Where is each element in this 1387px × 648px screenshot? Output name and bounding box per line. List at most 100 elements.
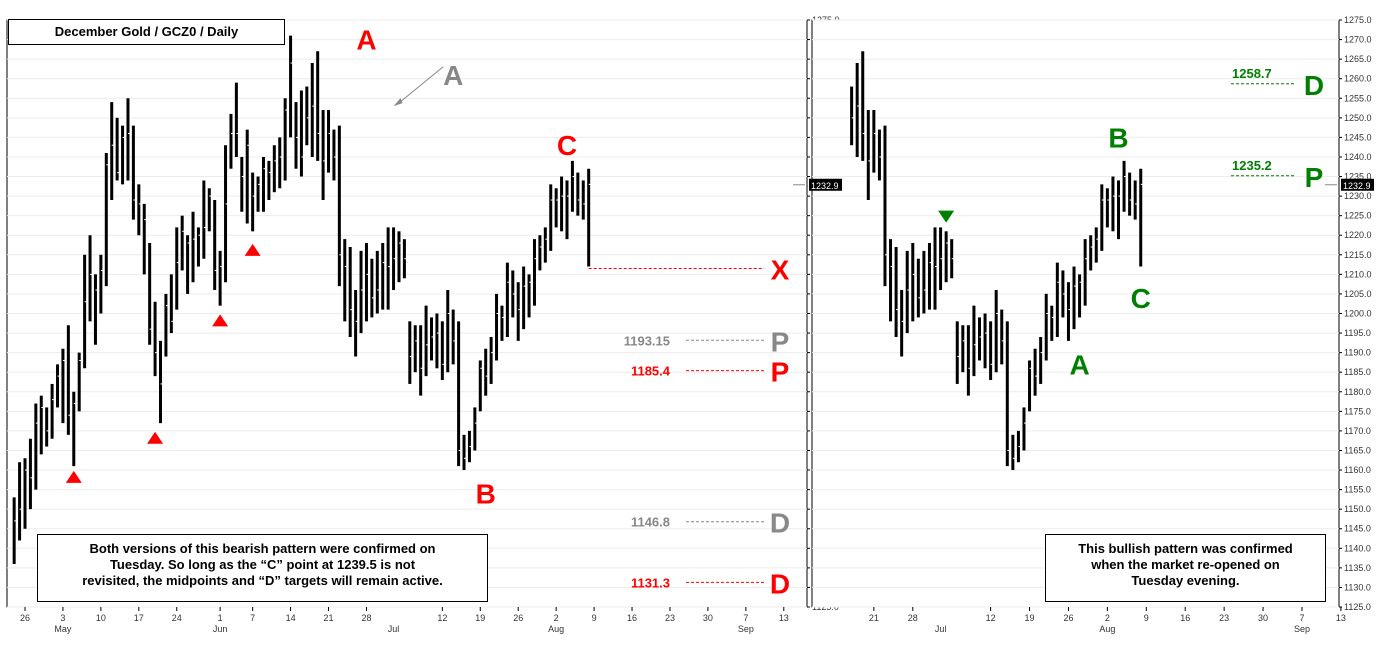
x-tick-label: 9 (592, 613, 597, 623)
y-tick-label: 1155.0 (1344, 485, 1371, 495)
x-tick-label: 24 (172, 613, 182, 623)
pattern-point-label: C (1131, 283, 1151, 314)
x-tick-label: 3 (60, 613, 65, 623)
y-tick-label: 1160.0 (1344, 465, 1371, 475)
y-tick-label: 1200.0 (1344, 309, 1372, 319)
x-tick-label: 2 (1105, 613, 1110, 623)
y-tick-label: 1195.0 (1344, 328, 1371, 338)
y-tick-label: 1255.0 (1344, 93, 1372, 103)
up-triangle-icon (244, 243, 261, 256)
up-triangle-icon (65, 470, 82, 483)
x-tick-label: 26 (1063, 613, 1073, 623)
x-tick-label: 23 (1219, 613, 1229, 623)
x-tick-label: 13 (779, 613, 789, 623)
x-tick-label: 21 (324, 613, 334, 623)
x-tick-label: 19 (1025, 613, 1035, 623)
x-tick-label: 26 (20, 613, 30, 623)
pattern-point-label: A (356, 25, 376, 56)
target-level-value: 1146.8 (631, 515, 670, 530)
y-tick-label: 1150.0 (1344, 504, 1371, 514)
x-tick-label: 2 (554, 613, 559, 623)
y-tick-label: 1130.0 (1344, 582, 1371, 592)
y-tick-label: 1240.0 (1344, 152, 1372, 162)
x-month-label: Aug (1099, 624, 1115, 634)
target-level-value: 1131.3 (631, 575, 670, 590)
x-month-label: May (54, 624, 72, 634)
target-level-label: P (771, 326, 790, 357)
x-tick-label: 28 (908, 613, 918, 623)
y-tick-label: 1175.0 (1344, 406, 1371, 416)
x-month-label: Aug (548, 624, 564, 634)
x-tick-label: 26 (513, 613, 523, 623)
y-tick-label: 1230.0 (1344, 191, 1372, 201)
y-tick-label: 1235.0 (1344, 172, 1372, 182)
bullish-note-line: Tuesday evening. (1131, 573, 1240, 588)
pattern-point-label: A (443, 60, 463, 91)
target-level-label: D (770, 508, 790, 539)
x-tick-label: 12 (437, 613, 447, 623)
price-tag: 1232.9 (1343, 181, 1371, 191)
x-tick-label: 16 (627, 613, 637, 623)
x-tick-label: 17 (134, 613, 144, 623)
x-tick-label: 23 (665, 613, 675, 623)
x-tick-label: 16 (1180, 613, 1190, 623)
chart-title: December Gold / GCZ0 / Daily (8, 19, 285, 45)
x-month-label: Sep (738, 624, 754, 634)
up-triangle-icon (212, 314, 229, 327)
bearish-note-line: Tuesday. So long as the “C” point at 123… (109, 557, 416, 572)
y-tick-label: 1165.0 (1344, 445, 1371, 455)
y-tick-label: 1170.0 (1344, 426, 1371, 436)
y-tick-label: 1215.0 (1344, 250, 1372, 260)
y-tick-label: 1220.0 (1344, 230, 1372, 240)
bearish-note-line: revisited, the midpoints and “D” targets… (82, 573, 443, 588)
price-tag-box (809, 178, 842, 191)
target-level-label: P (771, 357, 790, 388)
x-tick-label: 19 (475, 613, 485, 623)
bearish-note-line: Both versions of this bearish pattern we… (89, 541, 436, 556)
x-tick-label: 1 (218, 613, 223, 623)
x-month-label: Sep (1294, 624, 1310, 634)
bullish-note-line: when the market re-opened on (1091, 557, 1280, 572)
x-tick-label: 30 (1258, 613, 1268, 623)
y-tick-label: 1135.0 (1344, 563, 1371, 573)
x-month-label: Jul (935, 624, 947, 634)
y-tick-label: 1140.0 (1344, 543, 1371, 553)
y-tick-label: 1185.0 (1344, 367, 1371, 377)
x-tick-label: 13 (1336, 613, 1346, 623)
up-triangle-icon (147, 431, 164, 444)
bullish-note-line: This bullish pattern was confirmed (1078, 541, 1293, 556)
bullish-note: This bullish pattern was confirmed when … (1045, 534, 1326, 602)
y-tick-label: 1265.0 (1344, 54, 1372, 64)
x-tick-label: 28 (361, 613, 371, 623)
x-tick-label: 12 (986, 613, 996, 623)
target-level-value: 1258.7 (1232, 66, 1272, 81)
y-tick-label: 1225.0 (1344, 211, 1372, 221)
down-triangle-icon (938, 210, 955, 223)
target-level-label: X (771, 254, 790, 285)
x-month-label: Jul (388, 624, 400, 634)
x-tick-label: 7 (1299, 613, 1304, 623)
pattern-point-label: B (476, 479, 496, 510)
price-tag: 1232.9 (811, 181, 839, 191)
y-tick-label: 1205.0 (1344, 289, 1372, 299)
target-level-value: 1235.2 (1232, 158, 1272, 173)
target-level-value: 1193.15 (624, 333, 670, 348)
bearish-note: Both versions of this bearish pattern we… (37, 534, 488, 602)
y-tick-label: 1190.0 (1344, 348, 1371, 358)
y-tick-label: 1245.0 (1344, 132, 1372, 142)
x-tick-label: 7 (250, 613, 255, 623)
x-tick-label: 30 (703, 613, 713, 623)
annotation-arrow (397, 66, 444, 105)
x-month-label: Jun (213, 624, 228, 634)
y-tick-label: 1210.0 (1344, 269, 1372, 279)
y-tick-label: 1275.0 (1344, 15, 1372, 25)
y-tick-label: 1180.0 (1344, 387, 1371, 397)
x-tick-label: 10 (96, 613, 106, 623)
y-tick-label: 1250.0 (1344, 113, 1372, 123)
y-tick-label: 1270.0 (1344, 35, 1372, 45)
x-tick-label: 9 (1144, 613, 1149, 623)
target-level-value: 1185.4 (631, 364, 671, 379)
pattern-point-label: B (1108, 122, 1128, 153)
target-level-label: D (1304, 70, 1324, 101)
